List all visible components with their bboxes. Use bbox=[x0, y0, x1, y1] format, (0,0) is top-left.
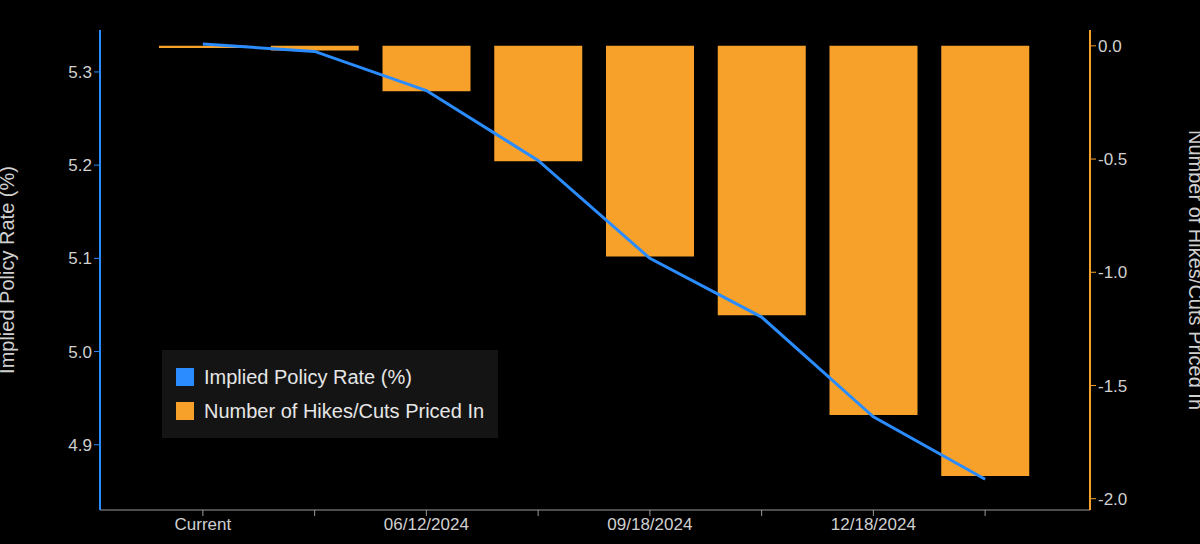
svg-text:5.1: 5.1 bbox=[68, 249, 92, 268]
svg-text:-1.5: -1.5 bbox=[1098, 377, 1127, 396]
svg-text:5.2: 5.2 bbox=[68, 156, 92, 175]
svg-text:Number of Hikes/Cuts Priced In: Number of Hikes/Cuts Priced In bbox=[1185, 130, 1192, 410]
html-text:Number of Hikes/Cuts Priced In: Number of Hikes/Cuts Priced In bbox=[204, 400, 485, 422]
svg-text:Implied Policy Rate (%): Implied Policy Rate (%) bbox=[8, 166, 18, 374]
svg-text:Current: Current bbox=[175, 515, 232, 534]
svg-text:09/18/2024: 09/18/2024 bbox=[607, 515, 692, 534]
svg-text:06/12/2024: 06/12/2024 bbox=[384, 515, 469, 534]
svg-text:0.0: 0.0 bbox=[1098, 37, 1122, 56]
svg-text:-1.0: -1.0 bbox=[1098, 263, 1127, 282]
svg-text:-2.0: -2.0 bbox=[1098, 490, 1127, 509]
html-text:Implied Policy Rate (%): Implied Policy Rate (%) bbox=[204, 366, 412, 388]
svg-text:-0.5: -0.5 bbox=[1098, 150, 1127, 169]
svg-text:5.3: 5.3 bbox=[68, 63, 92, 82]
svg-text:12/18/2024: 12/18/2024 bbox=[831, 515, 916, 534]
svg-text:4.9: 4.9 bbox=[68, 436, 92, 455]
svg-text:5.0: 5.0 bbox=[68, 343, 92, 362]
